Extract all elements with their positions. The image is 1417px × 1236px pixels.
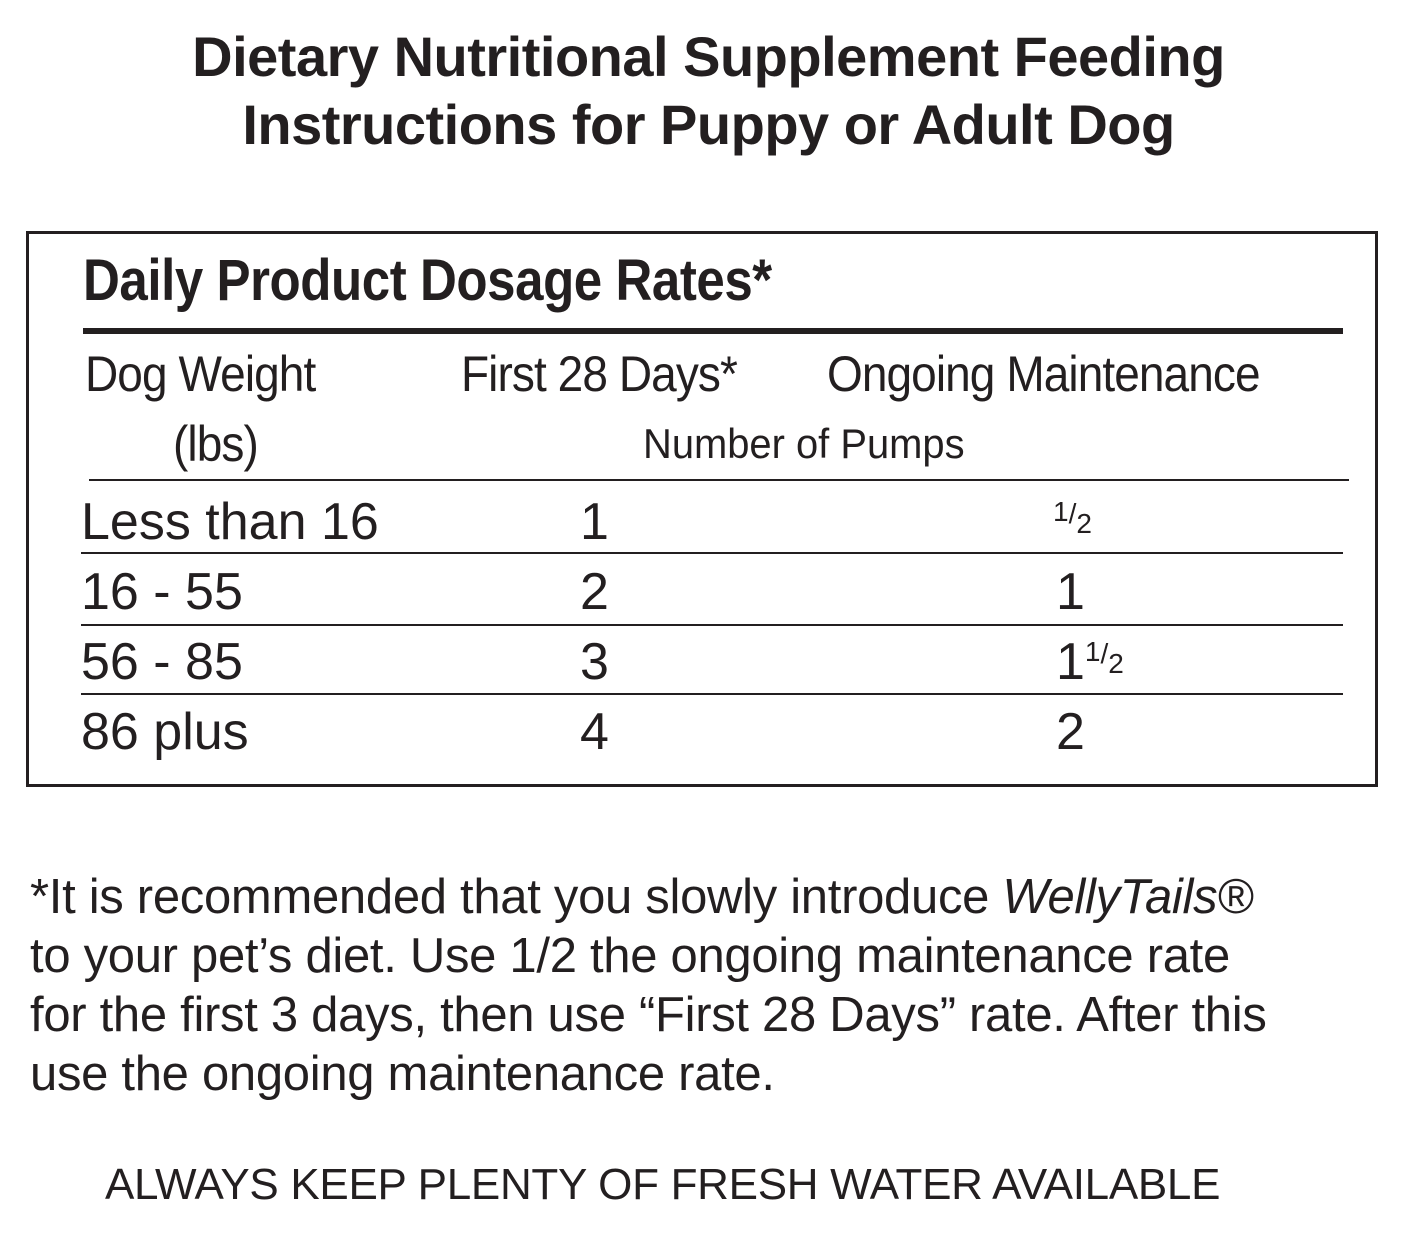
- row-2-weight: 16 - 55: [81, 563, 243, 621]
- header-divider: [89, 479, 1349, 481]
- brand-name: WellyTails®: [1002, 870, 1254, 924]
- title-line-1: Dietary Nutritional Supplement Feeding: [192, 25, 1225, 88]
- column-subheader-pumps: Number of Pumps: [643, 420, 965, 467]
- column-header-weight: Dog Weight: [85, 346, 316, 402]
- row-1-ongoing-denominator: 2: [1076, 508, 1092, 539]
- row-1-first: 1: [580, 493, 609, 551]
- footnote-line-1-text: *It is recommended that you slowly intro…: [30, 870, 1003, 924]
- row-3-ongoing-denominator: 2: [1108, 648, 1124, 679]
- row-1-ongoing-numerator: 1: [1053, 496, 1069, 527]
- water-reminder: ALWAYS KEEP PLENTY OF FRESH WATER AVAILA…: [105, 1160, 1221, 1209]
- title-line-2: Instructions for Puppy or Adult Dog: [242, 93, 1175, 156]
- dosage-table-heading: Daily Product Dosage Rates*: [83, 248, 772, 313]
- row-3-ongoing-numerator: 1: [1084, 636, 1101, 667]
- row-4-ongoing: 2: [1056, 703, 1085, 761]
- row-divider: [81, 693, 1343, 695]
- footnote-line-2: to your pet’s diet. Use 1/2 the ongoing …: [30, 929, 1230, 983]
- footnote-line-1: *It is recommended that you slowly intro…: [30, 868, 1400, 927]
- row-4-weight: 86 plus: [81, 703, 249, 761]
- row-3-ongoing-whole: 1: [1056, 633, 1085, 691]
- footnote: *It is recommended that you slowly intro…: [30, 868, 1400, 1104]
- row-1-ongoing-fraction: 1/2: [1053, 496, 1092, 539]
- row-3-ongoing-fraction: 1/2: [1084, 636, 1124, 679]
- heading-rule: [83, 328, 1343, 334]
- column-header-first-28-days: First 28 Days*: [461, 346, 738, 402]
- footnote-line-3: for the first 3 days, then use “First 28…: [30, 988, 1267, 1042]
- footnote-line-4: use the ongoing maintenance rate.: [30, 1047, 775, 1101]
- row-3-weight: 56 - 85: [81, 633, 243, 691]
- row-2-ongoing: 1: [1056, 563, 1085, 621]
- row-4-first: 4: [580, 703, 609, 761]
- column-header-weight-unit: (lbs): [173, 416, 259, 472]
- row-1-ongoing: 1/2: [1053, 492, 1092, 552]
- row-3-ongoing: 11/2: [1056, 632, 1124, 692]
- row-3-first: 3: [580, 633, 609, 691]
- row-divider: [81, 624, 1343, 626]
- row-1-weight: Less than 16: [81, 493, 379, 551]
- dosage-table-box: Daily Product Dosage Rates* Dog Weight (…: [26, 231, 1378, 787]
- row-divider: [81, 552, 1343, 554]
- column-header-ongoing-maintenance: Ongoing Maintenance: [827, 346, 1261, 402]
- row-2-first: 2: [580, 563, 609, 621]
